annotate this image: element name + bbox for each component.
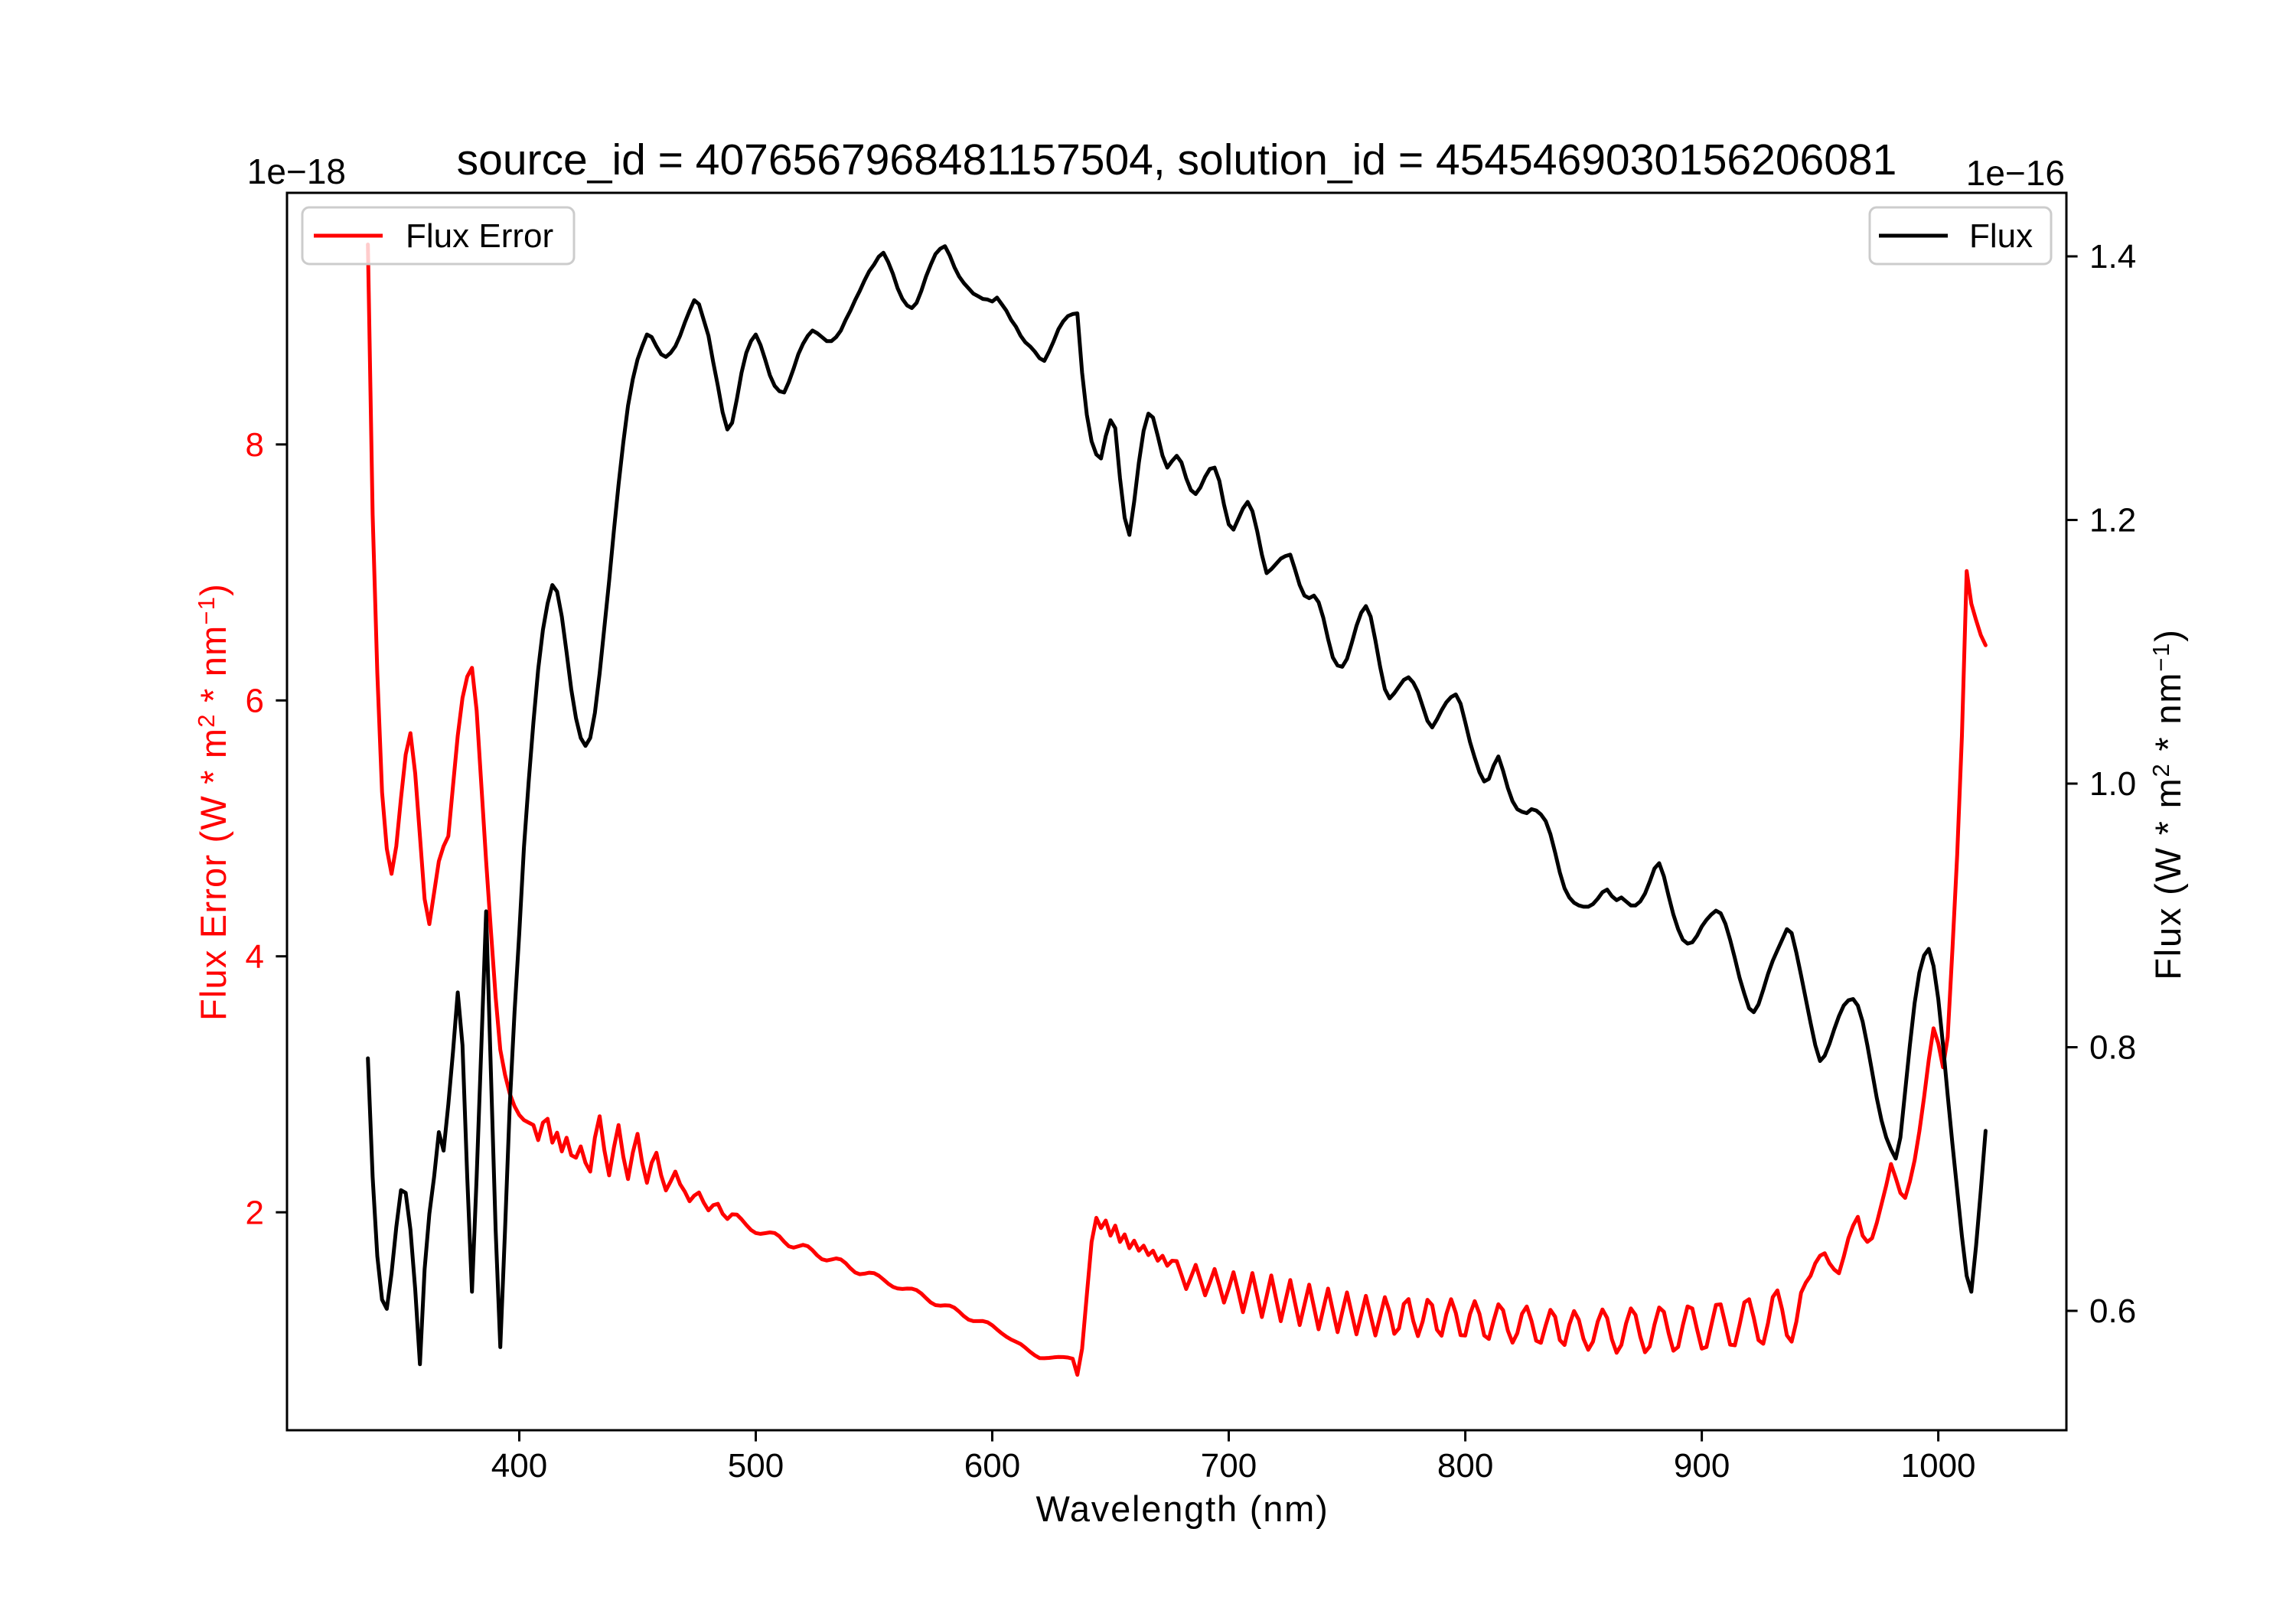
svg-text:Flux Error (W * m2 * nm−1): Flux Error (W * m2 * nm−1) bbox=[193, 583, 233, 1021]
svg-text:Flux Error: Flux Error bbox=[406, 217, 553, 255]
svg-text:0.6: 0.6 bbox=[2089, 1292, 2136, 1330]
svg-text:Wavelength (nm): Wavelength (nm) bbox=[1035, 1488, 1329, 1529]
svg-text:1000: 1000 bbox=[1901, 1447, 1976, 1485]
svg-text:600: 600 bbox=[964, 1447, 1020, 1485]
svg-text:source_id = 407656796848115750: source_id = 4076567968481157504, solutio… bbox=[457, 135, 1897, 184]
svg-text:2: 2 bbox=[246, 1194, 264, 1231]
svg-text:8: 8 bbox=[246, 426, 264, 464]
svg-text:6: 6 bbox=[246, 683, 264, 720]
svg-text:1.0: 1.0 bbox=[2089, 765, 2136, 803]
svg-text:400: 400 bbox=[491, 1447, 547, 1485]
svg-text:500: 500 bbox=[728, 1447, 784, 1485]
svg-text:900: 900 bbox=[1674, 1447, 1730, 1485]
svg-text:4: 4 bbox=[246, 938, 264, 976]
svg-text:1.4: 1.4 bbox=[2089, 238, 2136, 275]
svg-text:700: 700 bbox=[1201, 1447, 1257, 1485]
svg-text:Flux: Flux bbox=[1969, 217, 2033, 255]
svg-text:1e−16: 1e−16 bbox=[1966, 153, 2065, 193]
svg-text:0.8: 0.8 bbox=[2089, 1029, 2136, 1067]
svg-text:1.2: 1.2 bbox=[2089, 502, 2136, 539]
svg-text:1e−18: 1e−18 bbox=[247, 152, 346, 191]
svg-text:Flux (W * m2 * nm−1): Flux (W * m2 * nm−1) bbox=[2148, 628, 2188, 980]
svg-text:800: 800 bbox=[1437, 1447, 1493, 1485]
